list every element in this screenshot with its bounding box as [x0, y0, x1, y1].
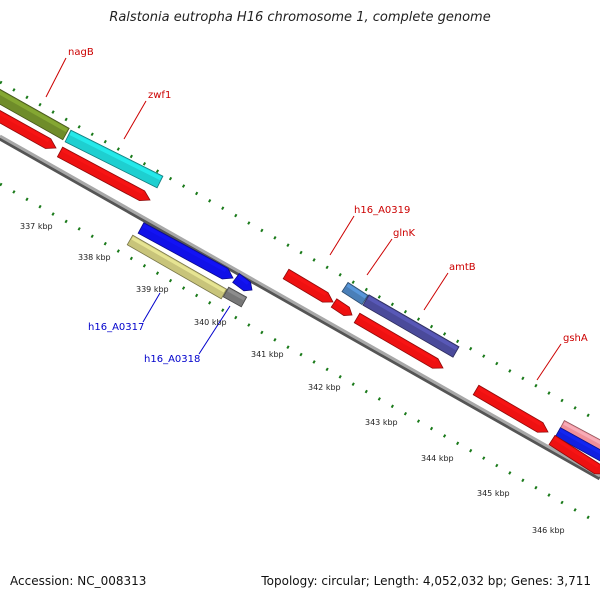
feature-h16_A0317-small[interactable]: [232, 273, 256, 295]
scale-label-341: 341 kbp: [251, 350, 284, 359]
feature-blue-right[interactable]: [555, 427, 600, 463]
scale-label-345: 345 kbp: [477, 489, 510, 498]
inner-tick-ring: [0, 182, 600, 526]
scale-label-339: 339 kbp: [136, 285, 169, 294]
scale-label-343: 343 kbp: [365, 418, 398, 427]
scale-label-338: 338 kbp: [78, 253, 111, 262]
scale-label-340: 340 kbp: [194, 318, 227, 327]
leader-gshA: [536, 343, 562, 381]
leader-glnK: [366, 238, 393, 276]
leader-h16_A0319: [329, 215, 355, 256]
feature-cds-small[interactable]: [330, 298, 355, 319]
label-leaders: [45, 57, 562, 381]
gene-label-h16_A0318[interactable]: h16_A0318: [144, 354, 200, 365]
feature-cds-zwf1[interactable]: [56, 146, 152, 205]
outer-tick-ring: [0, 80, 600, 424]
gene-label-amtB[interactable]: amtB: [449, 262, 476, 273]
feature-nagB[interactable]: [0, 87, 70, 141]
accession-text: Accession: NC_008313: [10, 574, 147, 588]
feature-h16_A0318[interactable]: [222, 286, 248, 308]
feature-glnK[interactable]: [341, 281, 369, 306]
gene-features: [0, 87, 600, 475]
gene-label-nagB[interactable]: nagB: [68, 47, 94, 58]
feature-cds-left[interactable]: [0, 108, 59, 153]
gene-label-gshA[interactable]: gshA: [563, 333, 588, 344]
scale-label-346: 346 kbp: [532, 526, 565, 535]
gene-label-glnK[interactable]: glnK: [393, 228, 415, 239]
feature-pseudo[interactable]: [126, 234, 228, 300]
feature-gshA[interactable]: [472, 384, 551, 437]
backbone-shadow: [0, 135, 600, 481]
feature-cds-amtB[interactable]: [353, 312, 446, 373]
feature-h16_A0319[interactable]: [282, 268, 336, 306]
map-title: Ralstonia eutropha H16 chromosome 1, com…: [109, 10, 491, 25]
feature-amtB[interactable]: [362, 294, 460, 358]
backbone: [0, 134, 600, 478]
feature-pink[interactable]: [559, 420, 600, 453]
genome-summary-text: Topology: circular; Length: 4,052,032 bp…: [261, 574, 591, 588]
scale-label-344: 344 kbp: [421, 454, 454, 463]
feature-h16_A0317[interactable]: [137, 222, 236, 284]
leader-amtB: [423, 272, 449, 311]
gene-label-zwf1[interactable]: zwf1: [148, 90, 171, 101]
leader-h16_A0318: [198, 305, 231, 355]
feature-zwf1[interactable]: [64, 129, 164, 189]
scale-label-337: 337 kbp: [20, 222, 53, 231]
scale-label-342: 342 kbp: [308, 383, 341, 392]
gene-label-h16_A0319[interactable]: h16_A0319: [354, 205, 410, 216]
gene-label-h16_A0317[interactable]: h16_A0317: [88, 322, 144, 333]
leader-zwf1: [123, 100, 147, 140]
leader-nagB: [45, 57, 67, 98]
leader-h16_A0317: [142, 292, 161, 323]
